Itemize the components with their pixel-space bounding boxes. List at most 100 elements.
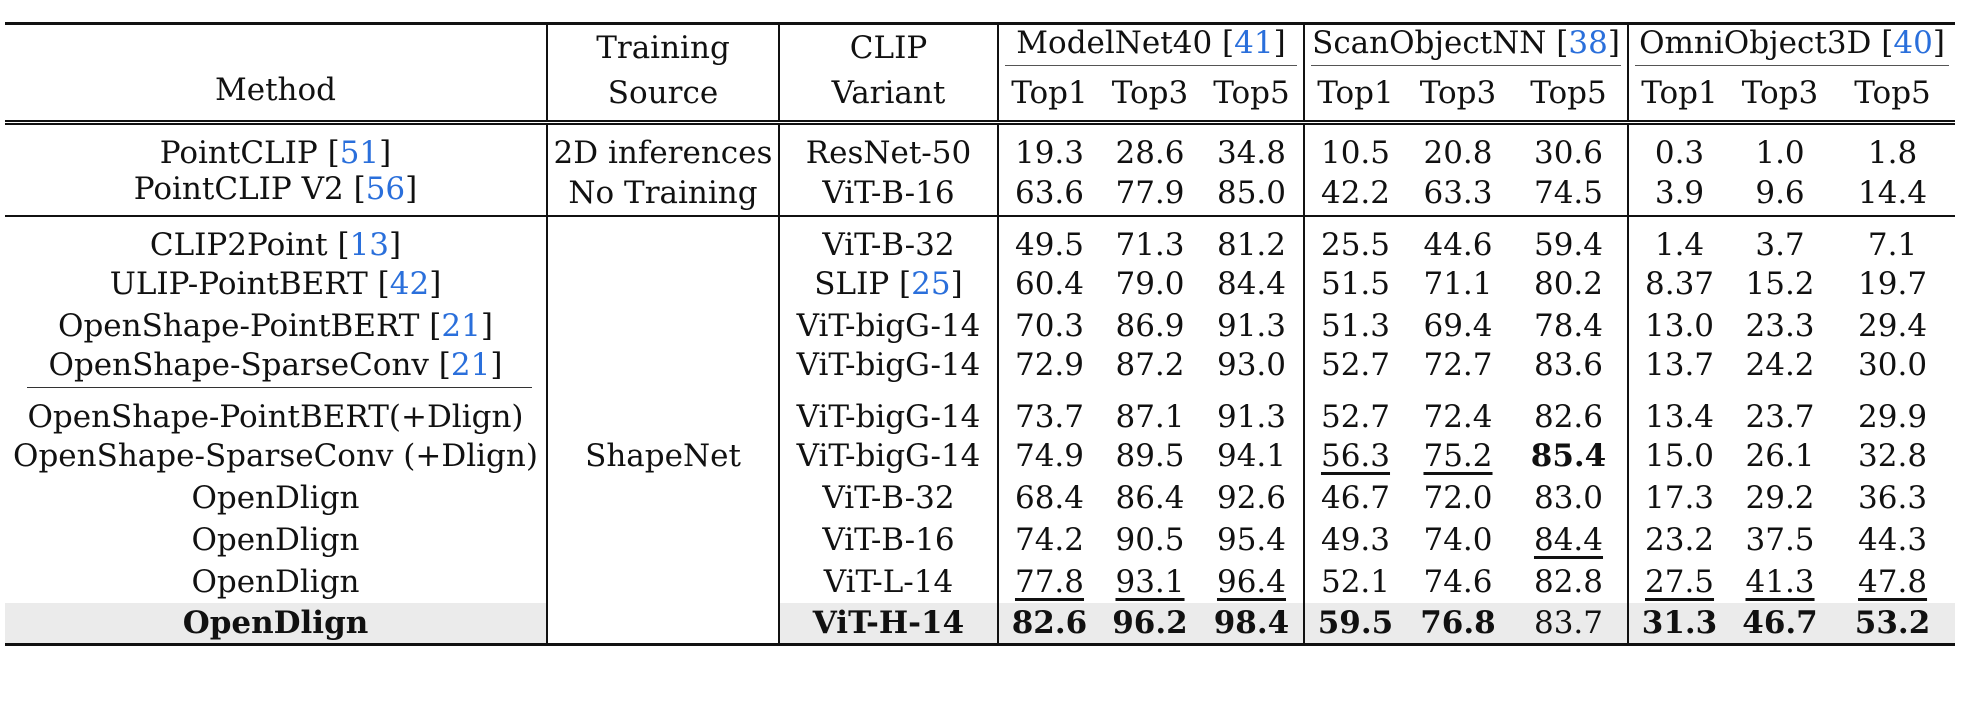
- value-cell: 82.8: [1510, 560, 1630, 603]
- value-cell: 24.2: [1745, 346, 1815, 383]
- table-row: OpenDlign ViT-B-32 68.4 86.4 92.6 46.7 7…: [5, 476, 1955, 519]
- metric: Top3: [1741, 74, 1819, 111]
- value-cell: 93.0: [1200, 346, 1305, 389]
- value-cell: 20.8: [1423, 134, 1493, 171]
- value-cell: 29.9: [1858, 398, 1928, 435]
- header-group-modelnet: ModelNet40 [41]: [998, 23, 1305, 66]
- value-cell: 86.4: [1115, 479, 1185, 516]
- value-cell: 23.2: [1645, 521, 1715, 558]
- clip-cell: ViT-L-14: [779, 560, 999, 603]
- value-cell: 71.1: [1423, 265, 1493, 302]
- header-group-omni: OmniObject3D [40]: [1628, 24, 1955, 66]
- value-cell: 15.2: [1745, 265, 1815, 302]
- value-cell: 13.0: [1645, 307, 1715, 344]
- value-cell: 82.6: [1510, 388, 1630, 435]
- value-cell: 13.7: [1645, 346, 1715, 383]
- value-cell: 53.2: [1830, 602, 1956, 645]
- value-cell: 82.6: [998, 602, 1100, 645]
- value-cell: 96.2: [1100, 602, 1200, 645]
- header-clip-bottom: Variant: [779, 66, 999, 122]
- metric: Top3: [1419, 74, 1497, 111]
- value-cell: 29.4: [1858, 307, 1928, 344]
- table-row-highlighted: OpenDlign ViT-H-14 82.6 96.2 98.4 59.5 7…: [5, 602, 1956, 645]
- value-cell: 44.3: [1858, 521, 1928, 558]
- header-training-top: Training: [547, 23, 780, 66]
- method-cell: OpenShape-PointBERT(+Dlign): [5, 388, 548, 435]
- value-cell: 23.7: [1745, 398, 1815, 435]
- value-cell: 46.7: [1320, 479, 1391, 516]
- value-cell: 31.3: [1628, 602, 1731, 645]
- method-cell: OpenShape-SparseConv (+Dlign): [5, 434, 548, 477]
- method-cell: OpenShape-PointBERT [21]: [5, 304, 548, 347]
- value-cell: 60.4: [1014, 265, 1085, 302]
- value-cell: 17.3: [1645, 479, 1715, 516]
- value-cell: 77.9: [1115, 174, 1185, 211]
- value-cell: 92.6: [1200, 476, 1305, 519]
- method-cell: CLIP2Point [13]: [5, 215, 548, 263]
- method-cell: PointCLIP [51]: [5, 122, 548, 171]
- value-cell: 8.37: [1645, 265, 1715, 302]
- value-cell: 71.3: [1115, 226, 1185, 263]
- source-cell: No Training: [547, 170, 780, 216]
- value-cell: 42.2: [1320, 174, 1391, 211]
- value-cell: 1.4: [1654, 226, 1705, 263]
- table-row: OpenShape-SparseConv [21] ViT-bigG-14 72…: [5, 346, 1955, 389]
- source-cell: 2D inferences: [547, 122, 780, 171]
- value-cell: 74.6: [1423, 563, 1493, 600]
- value-cell: 90.5: [1115, 521, 1185, 558]
- value-cell: 25.5: [1320, 226, 1391, 263]
- metric: Top1: [1011, 74, 1088, 111]
- clip-cell: ViT-bigG-14: [779, 434, 999, 477]
- value-cell: 87.2: [1115, 346, 1185, 383]
- value-cell: 36.3: [1858, 479, 1928, 516]
- value-cell: 56.3: [1320, 437, 1391, 474]
- header-group-scanobject: ScanObjectNN [38]: [1304, 23, 1630, 66]
- value-cell: 27.5: [1645, 563, 1715, 600]
- value-cell: 19.3: [1014, 134, 1085, 171]
- value-cell: 51.3: [1320, 307, 1391, 344]
- clip-cell: ViT-bigG-14: [779, 346, 999, 389]
- value-cell: 84.4: [1200, 262, 1305, 305]
- metric: Top5: [1854, 74, 1931, 111]
- method-cell: OpenDlign: [5, 476, 548, 519]
- value-cell: 91.3: [1200, 388, 1305, 435]
- value-cell: 59.5: [1304, 602, 1406, 645]
- metric: Top5: [1200, 66, 1305, 122]
- method-cell: PointCLIP V2 [56]: [5, 170, 548, 216]
- source-cell: ShapeNet: [547, 215, 780, 645]
- value-cell: 74.0: [1423, 521, 1493, 558]
- method-divider: [27, 386, 532, 388]
- value-cell: 72.9: [1014, 346, 1085, 383]
- value-cell: 83.0: [1510, 476, 1630, 519]
- metric: Top3: [1111, 74, 1189, 111]
- value-cell: 74.5: [1510, 170, 1630, 216]
- clip-cell: ViT-bigG-14: [779, 388, 999, 435]
- value-cell: 9.6: [1755, 174, 1805, 211]
- metric: Top5: [1510, 66, 1630, 122]
- clip-cell: ViT-B-32: [779, 215, 999, 263]
- value-cell: 73.7: [1014, 398, 1085, 435]
- value-cell: 75.2: [1423, 437, 1493, 474]
- value-cell: 49.3: [1320, 521, 1391, 558]
- value-cell: 52.7: [1320, 346, 1391, 383]
- results-table: Method Training CLIP ModelNet40 [41] Sca…: [5, 22, 1956, 646]
- value-cell: 72.4: [1423, 398, 1493, 435]
- method-cell: OpenDlign: [5, 560, 548, 603]
- value-cell: 44.6: [1423, 226, 1493, 263]
- value-cell: 26.1: [1745, 437, 1815, 474]
- value-cell: 87.1: [1115, 398, 1185, 435]
- value-cell: 23.3: [1745, 307, 1815, 344]
- value-cell: 19.7: [1858, 265, 1928, 302]
- value-cell: 84.4: [1510, 518, 1630, 561]
- value-cell: 14.4: [1858, 174, 1928, 211]
- value-cell: 68.4: [1014, 479, 1085, 516]
- header-method: Method: [5, 23, 548, 122]
- method-cell: OpenShape-SparseConv [21]: [5, 346, 548, 389]
- value-cell: 77.8: [1014, 563, 1085, 600]
- value-cell: 30.6: [1510, 122, 1630, 171]
- value-cell: 72.7: [1423, 346, 1493, 383]
- metric: Top1: [1317, 74, 1394, 111]
- value-cell: 34.8: [1200, 122, 1305, 171]
- value-cell: 83.6: [1510, 346, 1630, 389]
- value-cell: 95.4: [1200, 518, 1305, 561]
